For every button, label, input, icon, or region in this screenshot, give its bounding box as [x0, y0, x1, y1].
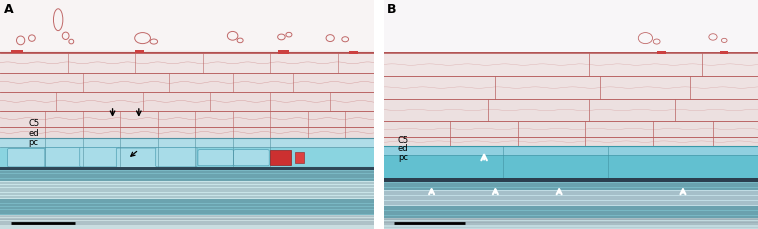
Text: pc: pc: [28, 137, 38, 147]
Bar: [277, 51, 289, 55]
Bar: [383, 137, 758, 147]
Bar: [383, 179, 758, 229]
FancyBboxPatch shape: [8, 149, 45, 167]
Text: C5: C5: [398, 135, 409, 144]
FancyBboxPatch shape: [45, 148, 83, 167]
Bar: [0, 167, 375, 229]
Bar: [383, 0, 758, 64]
Bar: [0, 215, 375, 229]
Bar: [135, 51, 145, 54]
Bar: [295, 152, 304, 164]
FancyBboxPatch shape: [80, 148, 119, 167]
Bar: [383, 54, 758, 77]
Bar: [0, 93, 375, 111]
Bar: [0, 54, 375, 73]
Bar: [383, 179, 758, 182]
Bar: [349, 52, 359, 55]
Bar: [0, 127, 375, 139]
Bar: [383, 100, 758, 121]
Text: ed: ed: [398, 143, 409, 152]
Bar: [383, 121, 758, 137]
Text: B: B: [387, 3, 396, 16]
FancyBboxPatch shape: [155, 148, 197, 167]
Bar: [0, 167, 375, 171]
Bar: [0, 111, 375, 127]
Text: C5: C5: [28, 118, 39, 127]
Bar: [0, 0, 375, 50]
Bar: [270, 150, 291, 165]
Bar: [11, 51, 23, 54]
Text: ed: ed: [28, 128, 39, 137]
Bar: [383, 218, 758, 229]
Bar: [0, 181, 375, 199]
FancyBboxPatch shape: [233, 150, 269, 166]
Bar: [383, 77, 758, 100]
FancyBboxPatch shape: [116, 148, 158, 168]
Bar: [0, 139, 375, 148]
Text: A: A: [4, 3, 14, 16]
FancyBboxPatch shape: [198, 150, 233, 166]
Bar: [383, 147, 758, 156]
Bar: [0, 73, 375, 93]
Bar: [383, 190, 758, 206]
Bar: [656, 52, 666, 55]
Bar: [720, 52, 728, 55]
Bar: [383, 147, 758, 179]
Bar: [0, 139, 375, 167]
Text: pc: pc: [398, 152, 408, 161]
